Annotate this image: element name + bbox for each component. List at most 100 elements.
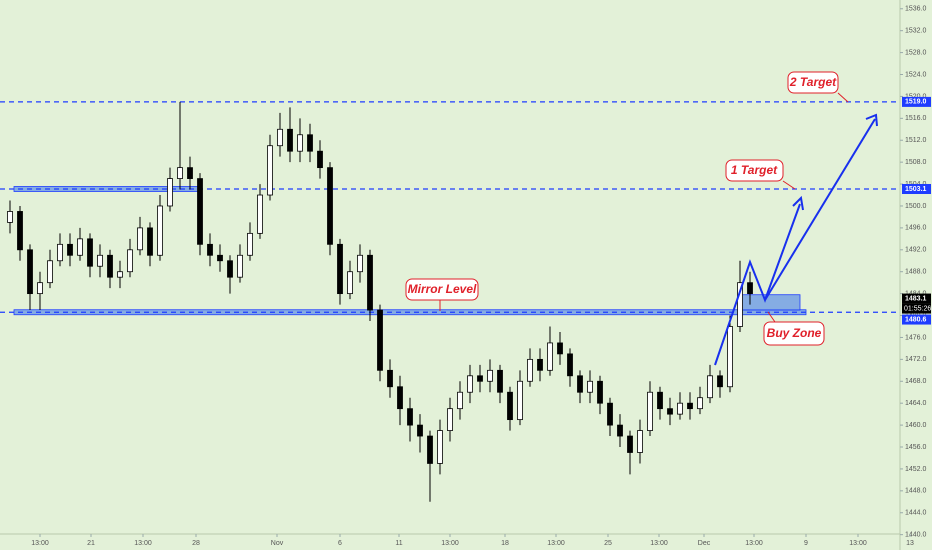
candle-body [137, 227, 143, 251]
y-tick-label: 1520.0 [905, 93, 927, 100]
candle-body [47, 260, 53, 284]
y-tick-label: 1500.0 [905, 203, 927, 210]
candle-body [67, 243, 73, 256]
candle-body [637, 430, 643, 453]
candle-body [17, 211, 23, 251]
candle-body [657, 391, 663, 410]
candle-body [527, 358, 533, 382]
candle-body [427, 435, 433, 464]
candle-body [167, 178, 173, 207]
arrow-head [865, 113, 878, 127]
candle-body [27, 249, 33, 295]
candle-body [7, 211, 13, 223]
y-tick-label: 1468.0 [905, 378, 927, 385]
candle-body [377, 309, 383, 371]
level-label: 1480.6 [905, 316, 927, 323]
candle-body [587, 380, 593, 393]
candle-body [447, 408, 453, 431]
candle-body [187, 167, 193, 179]
x-tick-label: 13:00 [849, 540, 867, 547]
candle-body [487, 369, 493, 382]
candle-body [597, 380, 603, 404]
candle-body [737, 282, 743, 327]
candle-body [327, 167, 333, 245]
level-label-bg [902, 183, 931, 194]
candle-body [407, 408, 413, 426]
marks: 1440.0 1444.0 1448.0 1452.0 1456.0 1460.0 1464… [0, 6, 931, 547]
callout-text: 1 Target [731, 163, 778, 177]
candle-body [367, 254, 373, 311]
candle-body [117, 271, 123, 278]
y-tick-label: 1476.0 [905, 334, 927, 341]
candle-body [717, 375, 723, 388]
candle-body [667, 408, 673, 415]
candle-body [477, 375, 483, 382]
countdown: 01:55:26 [904, 305, 931, 312]
candle-body [177, 167, 183, 179]
x-tick-label: 13:00 [745, 540, 763, 547]
callout-pointer [767, 311, 776, 323]
candle-body [287, 128, 293, 152]
y-tick-label: 1444.0 [905, 510, 927, 517]
y-tick-label: 1508.0 [905, 159, 927, 166]
callout-pointer [782, 180, 796, 190]
candle-body [277, 128, 283, 147]
x-tick-label: 13:00 [31, 540, 49, 547]
candle-body [147, 227, 153, 256]
candle-body [77, 238, 83, 256]
x-tick-label: 13:00 [134, 540, 152, 547]
candle-body [347, 271, 353, 295]
y-tick-label: 1536.0 [905, 6, 927, 13]
candle-body [687, 402, 693, 410]
callout-box [763, 321, 825, 346]
arrow-head [792, 195, 804, 211]
candle-body [307, 134, 313, 152]
candle-body [747, 282, 753, 295]
y-tick-label: 1448.0 [905, 488, 927, 495]
candle-body [317, 150, 323, 169]
candle-body [247, 232, 253, 256]
y-tick-label: 1460.0 [905, 422, 927, 429]
y-tick-label: 1488.0 [905, 269, 927, 276]
x-tick-label: Nov [271, 540, 284, 547]
candle-body [267, 145, 273, 196]
candle-body [707, 375, 713, 399]
y-tick-label: 1524.0 [905, 71, 927, 78]
x-tick-label: 6 [338, 540, 342, 547]
x-tick-label: 18 [501, 540, 509, 547]
callout-text: Buy Zone [767, 326, 822, 340]
drawings [714, 113, 878, 366]
y-tick-label: 1472.0 [905, 356, 927, 363]
candle-body [557, 342, 563, 355]
candle-body [547, 342, 553, 371]
candle-body [107, 254, 113, 278]
candle-body [497, 369, 503, 393]
level-label: 1503.1 [905, 186, 927, 193]
candle-body [577, 375, 583, 393]
current-price-label-bg [902, 293, 931, 304]
x-tick-label: 28 [192, 540, 200, 547]
y-tick-label: 1464.0 [905, 400, 927, 407]
y-tick-label: 1492.0 [905, 247, 927, 254]
candle-body [627, 435, 633, 453]
x-tick-label: 13:00 [547, 540, 565, 547]
y-tick-label: 1532.0 [905, 28, 927, 35]
candle-body [437, 430, 443, 464]
candle-body [567, 353, 573, 377]
candle-body [237, 254, 243, 278]
x-tick-label: 11 [395, 540, 402, 547]
candle-body [97, 254, 103, 267]
projection-path [764, 118, 876, 301]
candle-body [607, 402, 613, 426]
candle-body [467, 375, 473, 393]
x-tick-label: 13:00 [441, 540, 459, 547]
candle-body [337, 243, 343, 295]
callout-box [787, 71, 839, 94]
level-label-bg [902, 96, 931, 107]
candle-body [417, 424, 423, 437]
candle-body [37, 282, 43, 295]
candle-body [127, 249, 133, 273]
current-price-label: 1483.1 [905, 295, 927, 302]
candle-body [647, 391, 653, 431]
